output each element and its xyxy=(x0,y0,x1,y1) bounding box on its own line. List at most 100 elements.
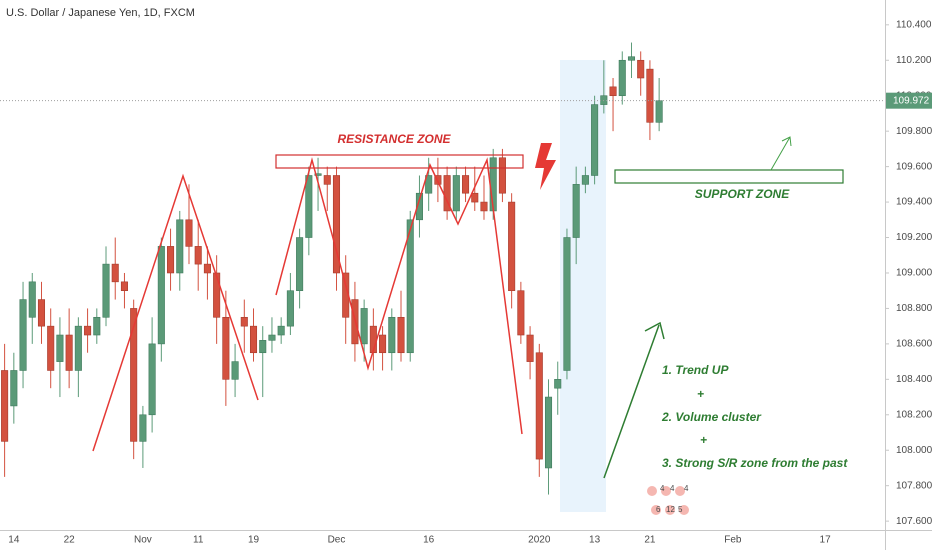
candle-body xyxy=(314,173,322,176)
candle-body xyxy=(194,246,202,265)
candle-body xyxy=(323,175,331,185)
event-count: 4 xyxy=(670,484,675,493)
candle-body xyxy=(646,68,654,123)
candle-body xyxy=(28,281,36,318)
lightning xyxy=(535,143,556,190)
candle-body xyxy=(130,308,138,442)
y-tick-label: 108.000 xyxy=(896,445,932,456)
candle-body xyxy=(139,414,147,442)
candle-body xyxy=(554,379,562,389)
candle-body xyxy=(544,396,553,469)
candle-body xyxy=(93,316,101,336)
plus: + xyxy=(697,387,704,401)
candle-body xyxy=(37,299,46,327)
candle-body xyxy=(332,175,341,274)
candle-body xyxy=(286,290,294,327)
support-zone xyxy=(614,169,844,184)
y-tick-label: 109.200 xyxy=(896,232,932,243)
candle-body xyxy=(240,316,248,327)
x-tick-label: 21 xyxy=(644,535,656,546)
trend-arrow xyxy=(603,324,660,479)
reason: 3. Strong S/R zone from the past xyxy=(662,456,848,470)
candle-body xyxy=(157,246,165,345)
candle-body xyxy=(498,157,506,194)
candle-body xyxy=(618,59,626,97)
y-tick-label: 109.800 xyxy=(896,126,932,137)
x-tick-label: 22 xyxy=(64,535,76,546)
candle-body xyxy=(185,219,193,247)
candle-body xyxy=(462,175,470,194)
zigzag xyxy=(275,157,523,435)
candle-body xyxy=(360,308,368,345)
candle-body xyxy=(406,219,414,354)
candle-body xyxy=(637,59,645,79)
events: 4 4 4 6 12 5 xyxy=(647,484,689,515)
candle-body xyxy=(563,237,571,371)
y-tick-label: 107.600 xyxy=(896,516,932,527)
candle-body xyxy=(581,175,589,185)
x-tick-label: 14 xyxy=(8,535,20,546)
candle-body xyxy=(84,325,92,336)
candle-body xyxy=(1,370,9,442)
candle-body xyxy=(388,316,396,354)
trend-arrow-head xyxy=(644,321,665,340)
candle-body xyxy=(425,175,433,194)
candle-body xyxy=(471,192,479,203)
candle-body xyxy=(213,272,221,318)
y-tick-label: 109.000 xyxy=(896,268,932,279)
target-arrow xyxy=(770,136,791,171)
event-count: 5 xyxy=(678,505,683,514)
last-price-box xyxy=(886,92,932,109)
support-label: SUPPORT ZONE xyxy=(695,187,790,201)
x-tick-label: 16 xyxy=(423,535,435,546)
x-tick-label: 13 xyxy=(589,535,601,546)
candle-body xyxy=(148,343,156,416)
y-tick-label: 107.800 xyxy=(896,480,932,491)
candle-body xyxy=(203,263,211,274)
candle-body xyxy=(222,316,230,380)
y-tick-label: 109.400 xyxy=(896,197,932,208)
chart-title: U.S. Dollar / Japanese Yen, 1D, FXCM xyxy=(6,7,195,19)
candle-body xyxy=(526,334,534,362)
candle-body xyxy=(277,325,285,336)
x-tick-label: Nov xyxy=(134,535,152,546)
x-tick-label: Feb xyxy=(724,535,742,546)
candle-body xyxy=(379,334,387,354)
candle-body xyxy=(167,246,175,274)
x-tick-label: Dec xyxy=(328,535,346,546)
candle-body xyxy=(397,316,405,354)
resistance-label: RESISTANCE ZONE xyxy=(337,132,451,146)
candle-body xyxy=(56,334,64,362)
candle-body xyxy=(600,95,608,105)
event-count: 4 xyxy=(684,484,689,493)
candle-body xyxy=(176,219,184,274)
candle-body xyxy=(535,352,543,460)
candle-body xyxy=(517,290,525,336)
candle-body xyxy=(47,325,55,371)
event-count: 6 xyxy=(656,505,661,514)
candle-body xyxy=(259,340,267,354)
candle-body xyxy=(10,370,18,407)
y-tick-label: 110.200 xyxy=(896,55,932,66)
y-tick-label: 108.800 xyxy=(896,303,932,314)
candle-body xyxy=(120,281,128,292)
reason: 1. Trend UP xyxy=(662,363,729,377)
x-tick-label: 19 xyxy=(248,535,260,546)
candle-body xyxy=(609,86,617,97)
reason: 2. Volume cluster xyxy=(661,410,762,424)
last-price-label: 109.972 xyxy=(893,95,930,106)
candle-body xyxy=(480,201,488,212)
resistance-zone xyxy=(275,154,524,169)
y-tick-label: 108.200 xyxy=(896,409,932,420)
y-tick-label: 108.400 xyxy=(896,374,932,385)
candle-body xyxy=(111,263,119,283)
x-tick-label: 2020 xyxy=(528,535,551,546)
candle-body xyxy=(305,175,313,238)
y-tick-label: 108.600 xyxy=(896,339,932,350)
candle-body xyxy=(296,237,304,292)
zigzag xyxy=(92,173,259,452)
candle-body xyxy=(65,334,73,371)
candle-body xyxy=(231,361,239,380)
